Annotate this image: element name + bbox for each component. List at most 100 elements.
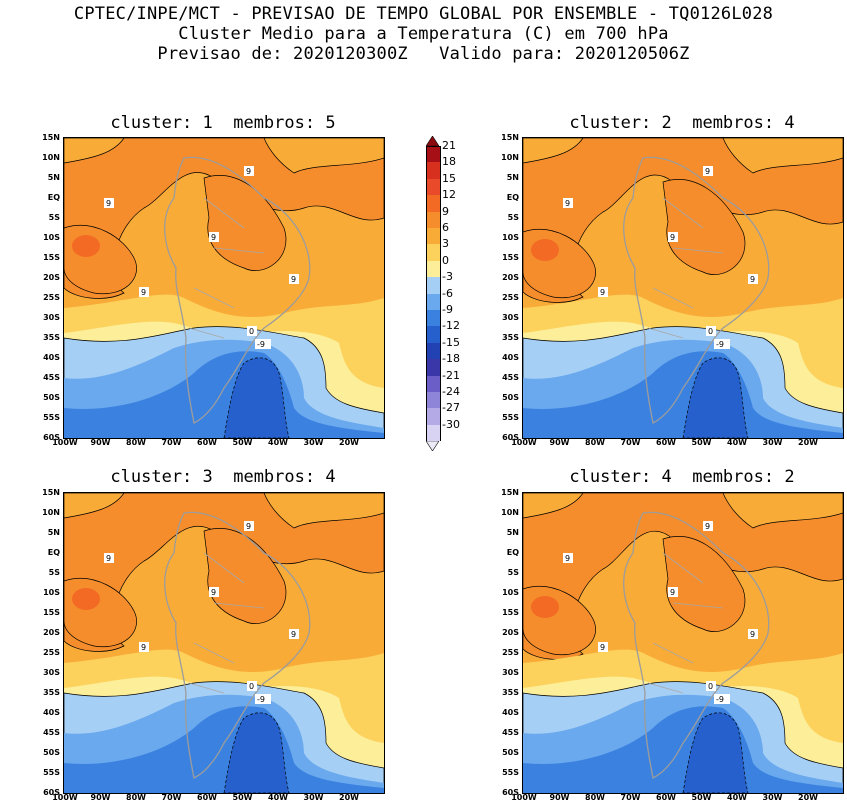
warm-max-spot	[72, 588, 100, 610]
colorbar-label: -18	[442, 352, 460, 366]
colorbar-label: 21	[442, 139, 456, 152]
lat-tick-label: 10N	[501, 508, 519, 517]
map-panel-1: 9 9 9 9 9 0 -9	[63, 137, 385, 439]
lon-tick-label: 90W	[90, 438, 111, 447]
lat-tick-label: 15N	[501, 488, 519, 497]
lat-tick-label: 55S	[43, 413, 60, 422]
contour-label-9: 9	[563, 553, 573, 563]
contour-label-minus9: -9	[255, 339, 271, 349]
lat-tick-label: 30S	[43, 668, 60, 677]
warm-blob-center	[662, 179, 746, 275]
contour-label-9: 9	[598, 642, 608, 652]
contour-label-minus9: -9	[714, 339, 730, 349]
lat-tick-label: 40S	[43, 708, 60, 717]
lat-tick-label: 15N	[42, 488, 60, 497]
lat-tick-label: 55S	[502, 413, 519, 422]
colorbar-swatch	[426, 424, 441, 442]
country-borders	[647, 197, 724, 339]
lat-tick-label: EQ	[506, 548, 519, 557]
colorbar-swatch	[426, 342, 441, 360]
lon-tick-label: 20W	[798, 438, 818, 447]
lon-tick-label: 20W	[798, 793, 818, 802]
svg-text:9: 9	[705, 522, 710, 531]
colorbar-swatch	[426, 375, 441, 392]
lat-tick-label: 30S	[43, 313, 60, 322]
lat-tick-label: 5N	[47, 528, 60, 537]
svg-text:0: 0	[708, 327, 713, 336]
contour-label-0: 0	[247, 681, 257, 691]
contour-label-9: 9	[703, 166, 713, 176]
contour-minus9	[223, 712, 290, 793]
svg-text:9: 9	[750, 275, 755, 284]
svg-text:9: 9	[565, 554, 570, 563]
colorbar-swatch	[426, 277, 441, 294]
lat-tick-label: 45S	[43, 728, 60, 737]
chart-title-line3: Previsao de: 2020120300Z Valido para: 20…	[157, 44, 690, 64]
lon-tick-label: 40W	[727, 793, 747, 802]
svg-text:9: 9	[600, 288, 605, 297]
lat-tick-label: 10N	[42, 508, 60, 517]
lat-tick-label: 15S	[43, 608, 60, 617]
country-borders	[647, 552, 724, 694]
colorbar-swatch	[426, 260, 441, 278]
svg-text:9: 9	[106, 554, 111, 563]
lat-tick-label: 5S	[48, 568, 60, 577]
contour-label-minus9: -9	[255, 694, 271, 704]
svg-text:9: 9	[141, 643, 146, 652]
lat-tick-label: 40S	[502, 708, 519, 717]
warm-max-spot	[531, 239, 559, 261]
lon-tick-label: 50W	[691, 438, 712, 447]
lat-tick-label: 30S	[502, 668, 519, 677]
colorbar-label: -24	[442, 385, 460, 398]
contour-label-0: 0	[706, 681, 716, 691]
contour-label-minus9: -9	[714, 694, 730, 704]
contour-warm	[64, 138, 384, 299]
contour-warm	[64, 493, 384, 652]
country-borders	[188, 552, 265, 694]
colorbar-label: -30	[442, 417, 460, 431]
colorbar-swatch	[426, 146, 441, 164]
map-panel-3: 9 9 9 9 9 0 -9	[63, 492, 385, 794]
svg-text:9: 9	[211, 588, 216, 597]
lat-tick-label: 60S	[43, 788, 60, 797]
lat-tick-label: 60S	[502, 433, 519, 442]
lon-tick-label: 80W	[126, 438, 146, 447]
lat-tick-label: 10S	[502, 233, 519, 242]
contour-label-9: 9	[139, 642, 149, 652]
svg-text:9: 9	[565, 199, 570, 208]
lat-tick-label: 45S	[502, 728, 519, 737]
contour-label-9: 9	[748, 629, 758, 639]
lon-tick-label: 60W	[656, 793, 676, 802]
colorbar-swatch	[426, 392, 441, 409]
colorbar-label: -3	[442, 270, 453, 284]
colorbar-swatch	[426, 178, 441, 196]
lon-tick-label: 80W	[585, 793, 605, 802]
lon-tick-label: 50W	[232, 438, 253, 447]
svg-text:9: 9	[211, 233, 216, 242]
lat-tick-label: 10N	[501, 153, 519, 162]
lon-tick-label: 80W	[585, 438, 605, 447]
lat-tick-label: 25S	[43, 648, 60, 657]
contour-label-9: 9	[598, 287, 608, 297]
contour-label-9: 9	[668, 232, 678, 242]
lon-tick-label: 20W	[339, 438, 359, 447]
colorbar-swatch	[426, 244, 441, 261]
lat-tick-label: 10S	[43, 588, 60, 597]
lat-tick-label: 5N	[506, 173, 519, 182]
colorbar-swatch	[426, 211, 441, 228]
colorbar-swatch	[426, 326, 441, 343]
contour-warm	[523, 138, 843, 303]
colorbar-label: -12	[442, 319, 460, 333]
colorbar-label: 6	[442, 221, 449, 234]
contour-label-9: 9	[209, 232, 219, 242]
panel-title-2: cluster: 2 membros: 4	[569, 113, 795, 133]
contour-warm	[523, 493, 843, 660]
lat-tick-label: 60S	[502, 788, 519, 797]
contour-label-9: 9	[668, 587, 678, 597]
colorbar-label: 15	[442, 171, 456, 185]
continent-outline	[164, 156, 311, 424]
contour-minus9	[682, 712, 749, 793]
colorbar-swatch	[426, 408, 441, 425]
colorbar-swatch	[426, 310, 441, 327]
svg-text:9: 9	[750, 630, 755, 639]
